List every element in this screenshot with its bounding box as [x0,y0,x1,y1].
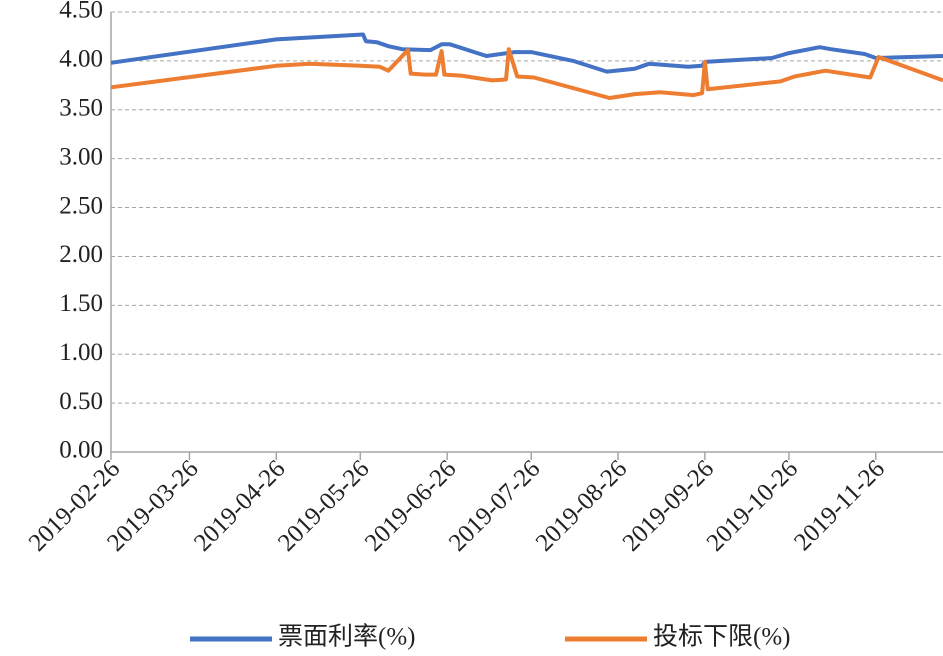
y-tick-label: 0.00 [59,437,103,464]
y-tick-label: 0.50 [59,388,103,415]
x-tick-label: 2019-05-26 [273,455,375,557]
x-tick-label: 2019-06-26 [360,455,462,557]
legend: 票面利率(%) 投标下限(%) [190,623,790,651]
series-line [110,32,943,74]
y-tick-label: 1.00 [59,339,103,366]
legend-label: 票面利率(%) [278,623,415,651]
y-tick-label: 4.00 [59,46,103,73]
x-tick-label: 2019-09-26 [618,455,720,557]
x-tick-label: 2019-11-26 [789,455,890,556]
x-tick-label: 2019-10-26 [702,455,804,557]
y-tick-label: 2.00 [59,241,103,268]
y-tick-label: 4.50 [59,0,103,24]
y-tick-label: 3.00 [59,143,103,170]
series-line [110,47,943,100]
x-tick-label: 2019-04-26 [189,455,291,557]
legend-label: 投标下限(%) [653,623,790,651]
x-tick-label: 2019-08-26 [531,455,633,557]
y-tick-label: 3.50 [59,95,103,122]
x-tick-label: 2019-07-26 [444,455,546,557]
y-tick-label: 2.50 [59,192,103,219]
y-tick-label: 1.50 [59,290,103,317]
